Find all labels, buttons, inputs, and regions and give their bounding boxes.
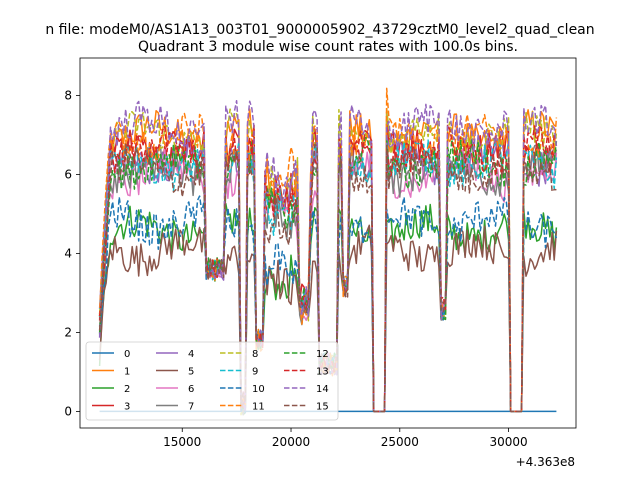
legend-label-10: 10 [252, 384, 265, 395]
legend-label-0: 0 [124, 349, 130, 360]
chart-title: Quadrant 3 module wise count rates with … [138, 39, 518, 55]
y-tick-label: 6 [64, 167, 72, 181]
legend-box [85, 341, 339, 421]
y-tick-label: 4 [64, 246, 72, 260]
y-tick-label: 8 [64, 89, 72, 103]
legend-label-5: 5 [188, 367, 194, 378]
legend-label-8: 8 [252, 349, 258, 360]
figure-suptitle: n file: modeM0/AS1A13_003T01_9000005902_… [45, 22, 594, 38]
x-tick-label: 30000 [489, 435, 527, 449]
legend-label-4: 4 [188, 349, 194, 360]
legend-label-2: 2 [124, 384, 130, 395]
y-axis: 0 2 4 6 8 [64, 89, 80, 418]
legend-label-1: 1 [124, 367, 130, 378]
legend-label-9: 9 [252, 367, 258, 378]
x-tick-label: 15000 [163, 435, 201, 449]
legend-label-7: 7 [188, 402, 194, 413]
axes-frame [79, 57, 577, 429]
legend-label-13: 13 [316, 367, 329, 378]
legend-label-3: 3 [124, 402, 130, 413]
legend-label-14: 14 [316, 384, 329, 395]
legend-label-12: 12 [316, 349, 329, 360]
x-tick-label: 25000 [381, 435, 419, 449]
legend-label-6: 6 [188, 384, 194, 395]
y-tick-label: 2 [64, 325, 72, 339]
x-axis: 15000 20000 25000 30000 [163, 428, 528, 449]
x-tick-label: 20000 [272, 435, 310, 449]
x-offset-label: +4.363e8 [516, 455, 575, 469]
legend-label-15: 15 [316, 402, 329, 413]
legend-label-11: 11 [252, 402, 265, 413]
y-tick-label: 0 [64, 404, 72, 418]
